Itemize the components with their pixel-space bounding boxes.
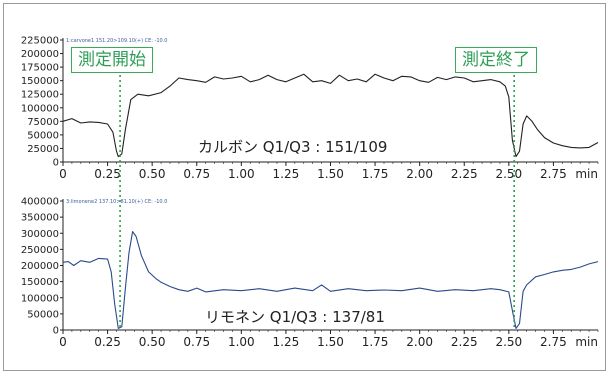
y-tick-label: 100000: [21, 293, 59, 304]
y-tick-label: 300000: [21, 229, 59, 240]
y-tick-label: 0: [53, 326, 59, 337]
y-tick-label: 25000: [27, 144, 59, 155]
x-tick-label: 2.75: [540, 335, 567, 349]
y-tick-label: 200000: [21, 261, 59, 272]
x-tick-label: 1.50: [317, 167, 344, 181]
y-tick-label: 100000: [21, 103, 59, 114]
y-tick-label: 400000: [21, 197, 59, 208]
series-line: [62, 231, 599, 329]
y-tick-label: 50000: [27, 309, 59, 320]
y-tick-label: 150000: [21, 277, 59, 288]
x-tick-label: 0.75: [183, 167, 210, 181]
trace-caption: リモネン Q1/Q3 : 137/81: [205, 308, 385, 326]
x-tick-label: 2.00: [406, 335, 433, 349]
x-tick-label: 2.25: [451, 335, 478, 349]
x-unit-label: min: [575, 167, 598, 181]
y-tick-label: 75000: [27, 117, 59, 128]
y-tick-label: 225000: [21, 36, 59, 47]
x-tick-label: 1.00: [228, 167, 255, 181]
x-tick-label: 1.75: [362, 167, 389, 181]
x-tick-label: 0: [59, 335, 67, 349]
trace-header: 3:limonene2 137.10>81.10(+) CE: -10.0: [66, 199, 167, 205]
x-tick-label: 0.50: [139, 167, 166, 181]
x-tick-label: 2.00: [406, 167, 433, 181]
x-tick-label: 1.75: [362, 335, 389, 349]
x-tick-label: 0.50: [139, 335, 166, 349]
x-tick-label: 2.50: [495, 335, 522, 349]
y-tick-label: 125000: [21, 90, 59, 101]
y-tick-label: 50000: [27, 130, 59, 141]
trace-caption: カルボン Q1/Q3 : 151/109: [198, 138, 387, 156]
x-tick-label: 1.50: [317, 335, 344, 349]
y-tick-label: 200000: [21, 49, 59, 60]
x-tick-label: 2.25: [451, 167, 478, 181]
y-tick-label: 250000: [21, 245, 59, 256]
x-tick-label: 1.00: [228, 335, 255, 349]
y-tick-label: 175000: [21, 63, 59, 74]
x-tick-label: 1.25: [273, 167, 300, 181]
x-tick-label: 1.25: [273, 335, 300, 349]
x-tick-label: 0.25: [94, 167, 121, 181]
x-tick-label: 2.50: [495, 167, 522, 181]
x-tick-label: 0: [59, 167, 67, 181]
series-line: [62, 73, 599, 158]
end-annotation: 測定終了: [455, 47, 537, 73]
trace-header: 1:carvone1 151.20>109.10(+) CE: -10.0: [66, 38, 168, 44]
y-tick-label: 150000: [21, 76, 59, 87]
start-annotation: 測定開始: [71, 47, 153, 73]
x-tick-label: 0.25: [94, 335, 121, 349]
x-unit-label: min: [575, 335, 598, 349]
x-tick-label: 2.75: [540, 167, 567, 181]
x-tick-label: 0.75: [183, 335, 210, 349]
y-tick-label: 350000: [21, 213, 59, 224]
y-tick-label: 0: [53, 158, 59, 169]
